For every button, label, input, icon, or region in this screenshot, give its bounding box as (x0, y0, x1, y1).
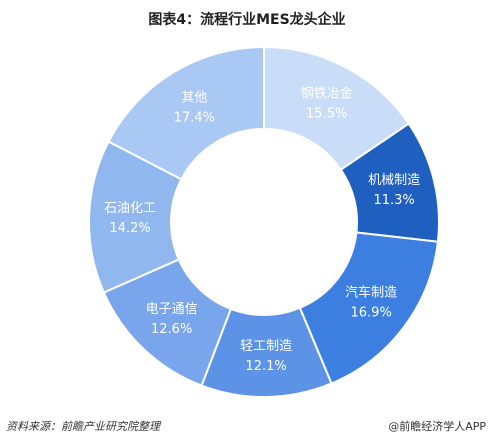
slice-value-label: 16.9% (351, 305, 392, 320)
brand-watermark: @前瞻经济学人APP (388, 420, 486, 433)
slice-category-label: 石油化工 (104, 201, 156, 216)
slice-category-label: 电子通信 (146, 302, 198, 317)
slice-category-label: 汽车制造 (345, 284, 397, 300)
slice-value-label: 11.3% (373, 193, 414, 208)
chart-title: 图表4：流程行业MES龙头企业 (148, 12, 346, 28)
slice-labels: 钢铁冶金 15.5% 机械制造 11.3% 汽车制造 16.9% 轻工制造 12.1% 电子通信… (104, 86, 420, 374)
slice-6 (107, 45, 265, 181)
slice-category-label: 轻工制造 (240, 339, 292, 354)
slice-value-label: 12.1% (245, 359, 286, 374)
slice-category-label: 机械制造 (368, 173, 420, 188)
slice-value-label: 12.6% (151, 322, 192, 337)
slice-value-label: 17.4% (174, 111, 215, 126)
donut-slices (88, 45, 440, 398)
source-note: 资料来源：前瞻产业研究院整理 (6, 420, 160, 433)
slice-category-label: 其他 (181, 91, 207, 106)
slice-category-label: 钢铁冶金 (301, 86, 353, 102)
slice-value-label: 15.5% (306, 107, 347, 122)
slice-value-label: 14.2% (109, 221, 150, 236)
